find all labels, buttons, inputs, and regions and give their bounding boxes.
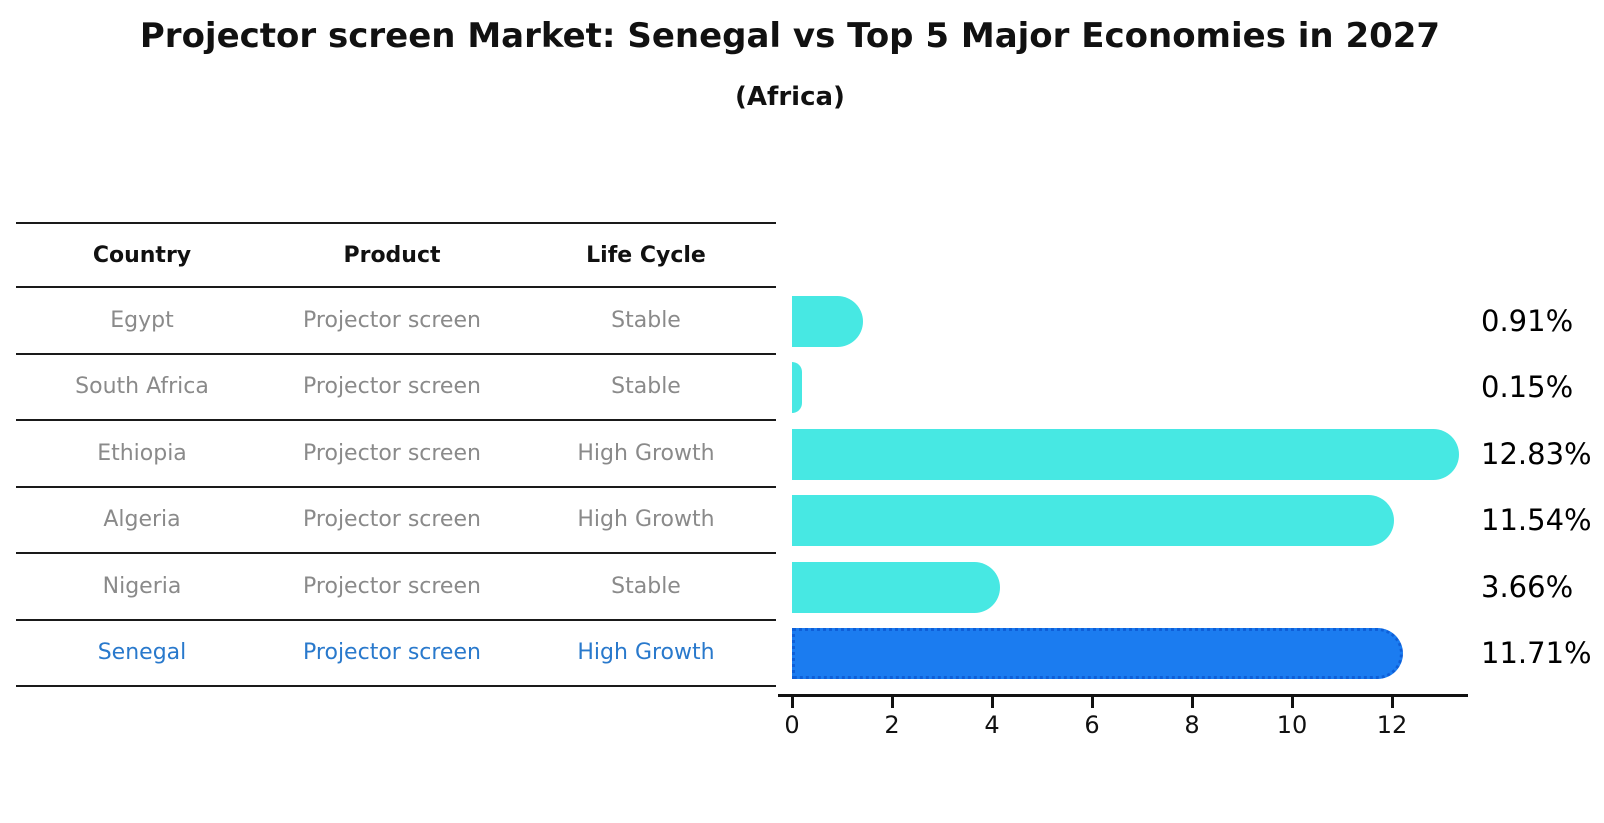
x-tick-label-10: 10 — [1276, 711, 1308, 739]
table-cell-product: Projector screen — [303, 440, 481, 466]
bar-nigeria — [792, 561, 1000, 613]
x-axis-line — [778, 694, 1468, 697]
bar-senegal — [792, 628, 1403, 680]
x-tick-label-4: 4 — [984, 711, 1000, 739]
value-label-senegal: 11.71% — [1481, 636, 1592, 671]
table-cell-life-cycle: High Growth — [577, 440, 715, 466]
chart-subtitle: (Africa) — [735, 82, 845, 112]
bar-algeria — [792, 495, 1394, 547]
table-cell-country: Senegal — [97, 640, 187, 666]
table-row-senegal: Senegal Projector screen High Growth — [16, 621, 776, 687]
value-label-south-africa: 0.15% — [1481, 370, 1574, 405]
bar-ethiopia — [792, 428, 1459, 480]
table-row-nigeria: Nigeria Projector screen Stable — [16, 554, 776, 621]
value-label-ethiopia: 12.83% — [1481, 436, 1592, 471]
table-cell-life-cycle: High Growth — [577, 640, 715, 666]
table-cell-country: Nigeria — [102, 573, 182, 599]
bar-south-africa — [792, 362, 802, 414]
table-row-egypt: Egypt Projector screen Stable — [16, 288, 776, 355]
chart-title: Projector screen Market: Senegal vs Top … — [139, 16, 1441, 56]
x-tick-mark-8 — [1190, 697, 1194, 708]
table-cell-life-cycle: Stable — [611, 307, 681, 333]
table-cell-life-cycle: High Growth — [577, 507, 715, 533]
table-cell-country: Algeria — [103, 507, 181, 533]
x-tick-mark-12 — [1390, 697, 1394, 708]
table-cell-product: Projector screen — [303, 573, 481, 599]
value-label-algeria: 11.54% — [1481, 503, 1592, 538]
table-cell-product: Projector screen — [303, 640, 481, 666]
x-tick-label-2: 2 — [884, 711, 900, 739]
x-tick-mark-6 — [1090, 697, 1094, 708]
table-header-product: Product — [343, 242, 441, 268]
table-cell-product: Projector screen — [303, 307, 481, 333]
x-tick-label-6: 6 — [1084, 711, 1100, 739]
country-table: Country Product Life Cycle Egypt Projecto… — [16, 222, 776, 687]
table-cell-product: Projector screen — [303, 374, 481, 400]
table-body: Egypt Projector screen Stable South Africa P… — [16, 288, 776, 687]
bar-egypt — [792, 295, 863, 347]
table-header-country: Country — [92, 242, 192, 268]
x-tick-label-0: 0 — [784, 711, 800, 739]
value-label-egypt: 0.91% — [1481, 303, 1574, 338]
x-tick-label-8: 8 — [1184, 711, 1200, 739]
table-header-life-cycle: Life Cycle — [586, 242, 706, 268]
x-tick-mark-10 — [1290, 697, 1294, 708]
table-cell-product: Projector screen — [303, 507, 481, 533]
value-label-nigeria: 3.66% — [1481, 569, 1574, 604]
table-cell-life-cycle: Stable — [611, 374, 681, 400]
x-tick-mark-0 — [790, 697, 794, 708]
table-row-algeria: Algeria Projector screen High Growth — [16, 488, 776, 554]
table-header-row: Country Product Life Cycle — [16, 222, 776, 288]
x-tick-mark-4 — [990, 697, 994, 708]
table-cell-life-cycle: Stable — [611, 573, 681, 599]
table-cell-country: South Africa — [75, 374, 209, 400]
table-cell-country: Egypt — [110, 307, 174, 333]
table-row-south-africa: South Africa Projector screen Stable — [16, 355, 776, 421]
x-tick-label-12: 12 — [1376, 711, 1408, 739]
table-cell-country: Ethiopia — [97, 440, 187, 466]
table-row-ethiopia: Ethiopia Projector screen High Growth — [16, 421, 776, 488]
x-tick-mark-2 — [890, 697, 894, 708]
